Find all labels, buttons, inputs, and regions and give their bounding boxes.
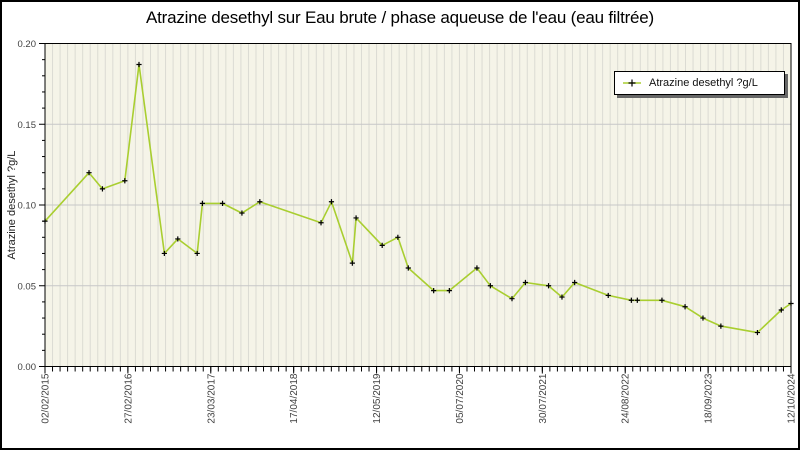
data-point-marker	[405, 265, 411, 271]
y-tick-label: 0.10	[18, 201, 37, 212]
data-point-marker	[572, 279, 578, 286]
legend-label: Atrazine desethyl ?g/L	[649, 77, 758, 89]
legend: Atrazine desethyl ?g/L	[614, 71, 785, 95]
y-tick-label: 0.20	[18, 39, 37, 50]
x-tick-label: 12/05/2019	[372, 373, 383, 423]
data-point-marker	[328, 199, 335, 205]
data-point-marker	[239, 210, 245, 216]
data-point-marker	[509, 296, 515, 302]
data-point-marker	[257, 199, 263, 205]
data-point-marker	[628, 297, 634, 303]
x-tick-label: 17/04/2018	[289, 373, 300, 423]
data-point-marker	[605, 292, 611, 299]
data-point-marker	[318, 220, 324, 226]
data-point-marker	[161, 250, 167, 257]
data-point-marker	[431, 287, 437, 294]
data-point-marker	[634, 297, 640, 303]
data-point-marker	[395, 234, 401, 240]
data-point-marker	[474, 265, 480, 271]
data-point-marker	[219, 200, 226, 206]
plot-border	[44, 43, 792, 367]
y-tick-label: 0.00	[18, 362, 37, 373]
chart-title: Atrazine desethyl sur Eau brute / phase …	[145, 8, 655, 27]
series-line	[44, 63, 792, 334]
data-point-marker	[446, 287, 452, 294]
x-tick-label: 05/07/2020	[455, 373, 466, 423]
data-point-marker	[349, 260, 355, 266]
data-point-marker	[353, 215, 359, 221]
x-tick-label: 24/08/2022	[621, 373, 632, 423]
legend-series-marker-icon	[623, 79, 641, 87]
data-point-marker	[788, 300, 794, 307]
data-point-marker	[379, 242, 385, 248]
data-point-marker	[175, 236, 181, 242]
x-tick-label: 30/07/2021	[538, 373, 549, 423]
data-point-marker	[86, 170, 92, 176]
data-point-marker	[122, 178, 128, 184]
data-point-marker	[522, 279, 529, 286]
data-point-marker	[487, 283, 493, 289]
x-tick-label: 23/03/2017	[206, 373, 217, 423]
y-tick-label: 0.05	[18, 281, 37, 292]
data-point-marker	[194, 250, 200, 257]
y-axis-label: Atrazine desethyl ?g/L	[6, 150, 18, 260]
data-point-marker	[136, 61, 142, 68]
data-point-marker	[42, 218, 48, 224]
data-point-marker	[659, 297, 665, 303]
data-point-marker	[700, 315, 706, 321]
x-tick-label: 12/10/2024	[787, 373, 798, 423]
data-point-marker	[199, 200, 206, 206]
x-tick-label: 18/09/2023	[704, 373, 715, 423]
data-point-marker	[778, 307, 784, 313]
data-point-marker	[99, 186, 106, 192]
data-point-marker	[545, 283, 552, 289]
x-tick-label: 27/02/2016	[123, 373, 134, 423]
data-point-marker	[559, 294, 565, 300]
data-point-marker	[682, 304, 688, 310]
data-point-marker	[754, 329, 761, 336]
x-tick-label: 02/02/2015	[41, 373, 52, 423]
y-tick-label: 0.15	[18, 120, 37, 131]
data-point-marker	[718, 323, 724, 329]
